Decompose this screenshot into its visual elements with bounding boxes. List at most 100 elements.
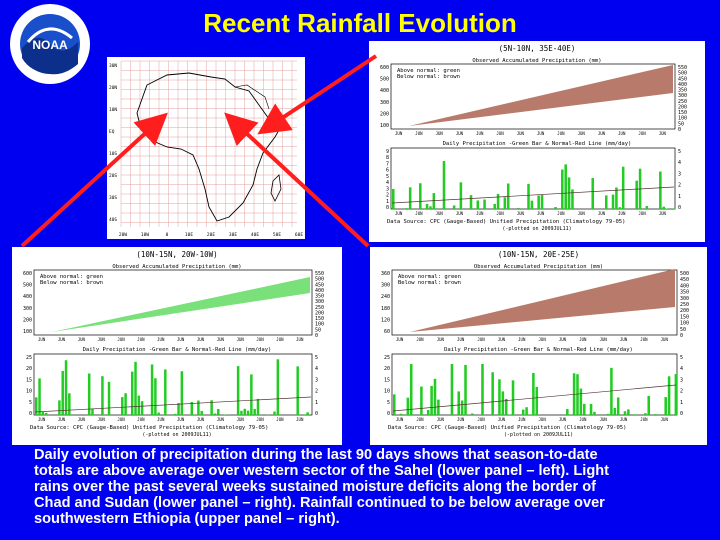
daily-ytick: 7: [386, 161, 389, 167]
daily-bar: [635, 180, 638, 209]
cum-y2tick: 250: [678, 99, 687, 105]
daily-y2tick: 0: [315, 411, 318, 417]
cum-y2tick: 250: [680, 302, 689, 308]
cum-y2tick: 400: [315, 288, 324, 294]
daily-bar: [452, 205, 456, 209]
cum-title: Observed Accumulated Precipitation (mm): [112, 264, 241, 270]
caption-line: rains over the past several weeks sustai…: [34, 479, 597, 495]
date-tick: JUN: [416, 337, 424, 342]
daily-y2tick: 5: [678, 149, 681, 155]
daily-bar: [101, 376, 104, 415]
daily-bar: [200, 410, 203, 415]
date-tick: JUN: [38, 417, 46, 422]
daily-bar: [240, 410, 243, 415]
daily-bar: [571, 189, 574, 209]
normal-line: [392, 384, 677, 412]
daily-bar: [664, 397, 667, 415]
date-tick: JUN: [557, 211, 565, 216]
date-tick: JUN: [476, 131, 484, 136]
caption-line: Chad and Sudan (lower panel – right). Ra…: [34, 495, 605, 511]
daily-bar: [483, 199, 486, 209]
date-tick: JUN: [618, 211, 626, 216]
date-tick: JUN: [456, 211, 464, 216]
daily-bar: [627, 409, 630, 415]
date-tick: JUN: [78, 417, 86, 422]
panel-upper-right: (5N-10N, 35E-40E) Observed Accumulated Pr…: [369, 41, 705, 242]
daily-bar: [213, 413, 217, 415]
date-tick: JUN: [276, 417, 284, 422]
daily-bar: [464, 364, 467, 415]
daily-bar: [674, 374, 678, 415]
daily-y2tick: 3: [680, 377, 683, 383]
date-tick: JUN: [276, 337, 284, 342]
cum-ytick: 600: [23, 271, 32, 277]
daily-bar: [654, 414, 657, 415]
daily-bar: [481, 363, 484, 415]
daily-bar: [459, 182, 463, 209]
cum-y2tick: 500: [315, 277, 324, 283]
daily-ytick: 9: [386, 149, 389, 155]
cum-ytick: 100: [380, 123, 389, 129]
daily-bar: [177, 403, 180, 415]
legend-below: Below normal: brown: [397, 74, 460, 80]
daily-bar: [621, 166, 625, 209]
daily-bar: [576, 374, 579, 415]
date-tick: JUN: [395, 211, 403, 216]
daily-ytick: 4: [386, 180, 389, 186]
daily-bar: [180, 371, 184, 415]
date-tick: JUN: [537, 131, 545, 136]
daily-bar: [87, 373, 91, 415]
daily-bar: [457, 391, 461, 415]
daily-bar: [613, 407, 617, 415]
daily-ytick: 0: [29, 411, 32, 417]
daily-y2tick: 3: [678, 171, 681, 177]
daily-bar: [476, 200, 480, 209]
data-source: Data Source: CPC (Gauge-Based) Unified P…: [387, 219, 625, 225]
daily-bar: [672, 208, 676, 209]
cum-y2tick: 100: [680, 321, 689, 327]
date-tick: JUN: [600, 417, 608, 422]
daily-bar: [450, 363, 454, 415]
daily-bar: [426, 409, 430, 415]
cum-y2tick: 200: [680, 308, 689, 314]
cum-y2tick: 300: [680, 296, 689, 302]
date-tick: JUN: [638, 211, 646, 216]
cum-y2tick: 550: [315, 271, 324, 277]
date-tick: JUN: [600, 337, 608, 342]
daily-ytick: 10: [26, 389, 32, 395]
date-tick: JUN: [620, 417, 628, 422]
daily-bar: [491, 372, 494, 415]
date-tick: JUN: [256, 417, 264, 422]
daily-bar: [525, 407, 528, 415]
daily-ytick: 25: [384, 355, 390, 361]
legend-above: Above normal: green: [397, 68, 460, 74]
date-tick: JUN: [496, 211, 504, 216]
caption-line: totals are above average over western se…: [34, 463, 610, 479]
daily-bar: [611, 194, 615, 209]
cum-ytick: 360: [381, 271, 390, 277]
daily-bar: [667, 376, 671, 415]
daily-bar: [437, 399, 440, 415]
date-tick: JUN: [598, 131, 606, 136]
daily-ytick: 20: [384, 366, 390, 372]
daily-bar: [528, 414, 532, 415]
map-lon-label: 0: [166, 232, 169, 238]
cum-title: Observed Accumulated Precipitation (mm): [474, 264, 603, 270]
cum-y2tick: 50: [315, 327, 321, 333]
map-lat-label: EQ: [109, 129, 115, 135]
cum-band: [52, 277, 310, 332]
daily-bar: [591, 178, 595, 209]
daily-bar: [566, 409, 569, 415]
cum-y2tick: 0: [678, 127, 681, 133]
date-tick: JUN: [579, 417, 587, 422]
date-tick: JUN: [640, 337, 648, 342]
date-tick: JUN: [436, 211, 444, 216]
map-lon-label: 10E: [185, 232, 193, 238]
daily-y2tick: 5: [315, 355, 318, 361]
cum-y2tick: 150: [315, 316, 324, 322]
daily-bar: [121, 397, 124, 415]
date-tick: JUN: [177, 417, 185, 422]
date-tick: JUN: [177, 337, 185, 342]
date-tick: JUN: [58, 417, 66, 422]
date-tick: JUN: [416, 417, 424, 422]
